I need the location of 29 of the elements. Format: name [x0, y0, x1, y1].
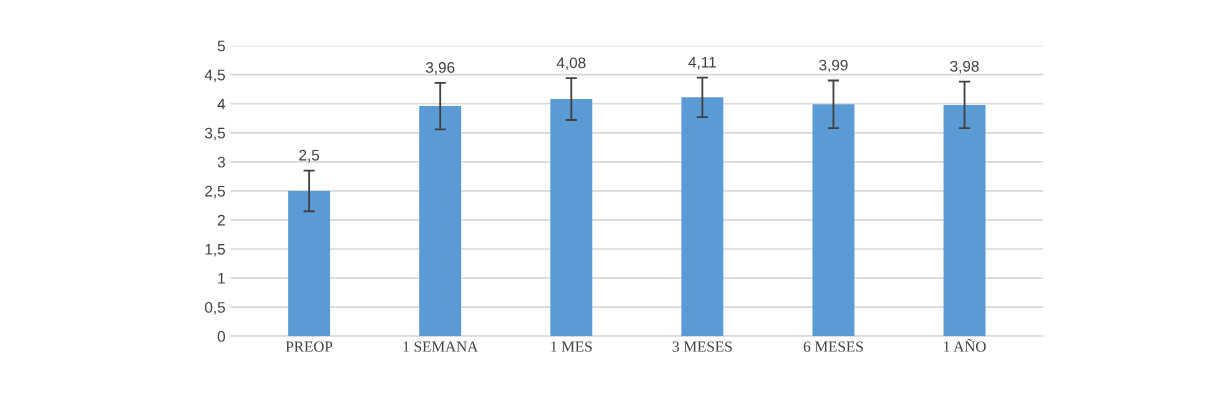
- x-tick-label: 6 MESES: [803, 341, 863, 352]
- x-tick-label: PREOP: [285, 341, 333, 352]
- y-tick-label: 1: [218, 273, 225, 284]
- data-label: 3,98: [950, 60, 979, 74]
- y-tick-label: 3,5: [204, 127, 225, 141]
- y-tick-label: 3: [217, 156, 225, 168]
- data-label: 3,99: [819, 59, 848, 73]
- data-label: 4,11: [688, 56, 716, 70]
- x-tick-label: 1 SEMANA: [403, 341, 479, 352]
- y-tick-label: 2,5: [205, 185, 225, 199]
- bar: [419, 106, 462, 337]
- bar: [681, 97, 724, 337]
- bar: [943, 104, 986, 337]
- data-label: 3,96: [425, 62, 455, 75]
- y-tick-label: 1,5: [205, 244, 225, 257]
- y-tick-label: 0: [217, 331, 226, 342]
- y-tick-label: 4: [217, 98, 226, 110]
- bar: [550, 99, 593, 337]
- y-tick-label: 5: [217, 40, 225, 52]
- x-tick-label: 1 MES: [551, 341, 592, 352]
- y-tick-label: 4,5: [204, 69, 225, 83]
- y-tick-label: 2: [217, 214, 225, 226]
- bar: [812, 104, 855, 337]
- data-label: 2,5: [299, 149, 320, 163]
- x-tick-label: 3 MESES: [672, 341, 732, 352]
- y-tick-label: 0,5: [204, 301, 225, 315]
- bar: [288, 190, 331, 337]
- x-tick-label: 1 AÑO: [944, 338, 986, 352]
- data-label: 4,08: [556, 57, 586, 71]
